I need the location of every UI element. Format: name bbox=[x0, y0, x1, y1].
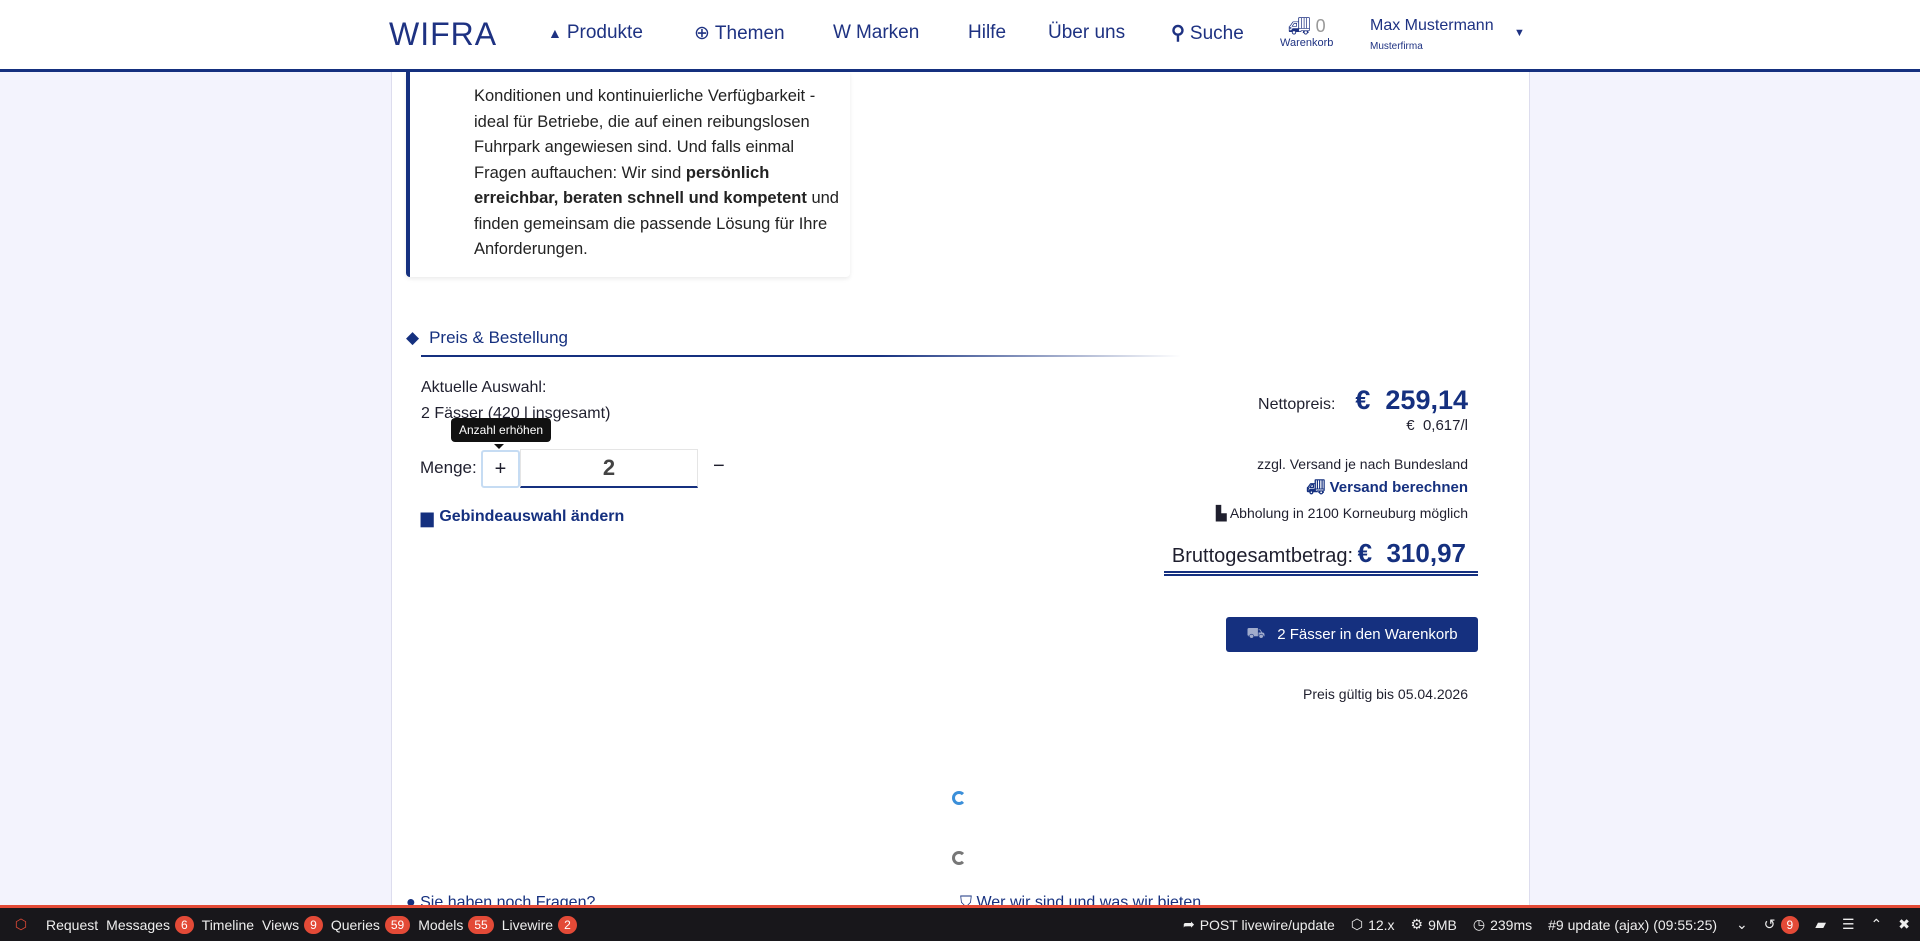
history-icon: ↺ bbox=[1763, 916, 1776, 932]
pickup-note: ▙ Abholung in 2100 Korneuburg möglich bbox=[1215, 505, 1468, 521]
box-icon: ▆ bbox=[421, 510, 434, 527]
boxes-icon: ▲ bbox=[548, 25, 562, 41]
debug-tab-livewire[interactable]: Livewire 2 bbox=[498, 908, 581, 941]
nav-themen[interactable]: ⊕ Themen bbox=[694, 22, 785, 45]
net-price: Nettopreis: € 259,14 bbox=[1258, 385, 1468, 415]
clock-icon: ◷ bbox=[1472, 916, 1486, 932]
calculate-shipping-link[interactable]: 🚚︎ Versand berechnen bbox=[1306, 479, 1468, 496]
chevron-up-icon: ⌃ bbox=[1870, 916, 1883, 932]
close-debugbar-button[interactable]: ✖ bbox=[1894, 908, 1914, 941]
tooltip-arrow bbox=[494, 444, 504, 454]
maximize-button[interactable]: ⌃ bbox=[1867, 908, 1887, 941]
quantity-input[interactable]: 2 bbox=[520, 449, 698, 488]
search-icon: ⚲ bbox=[1171, 23, 1185, 44]
selection-label: Aktuelle Auswahl: bbox=[421, 379, 547, 396]
truck-icon: 🚚︎ bbox=[1287, 16, 1311, 36]
cogs-icon: ⚙ bbox=[1410, 916, 1424, 932]
gross-total: Bruttogesamtbetrag: € 310,97 bbox=[1164, 538, 1478, 576]
settings-button[interactable]: ☰ bbox=[1838, 908, 1859, 941]
debug-tab-request[interactable]: Request bbox=[46, 916, 99, 933]
divider bbox=[421, 355, 1181, 357]
laravel-logo-icon[interactable]: ⬡ bbox=[14, 916, 28, 932]
history-button[interactable]: ↺ 9 bbox=[1760, 908, 1803, 941]
price-valid: Preis gültig bis 05.04.2026 bbox=[1303, 686, 1468, 702]
chevron-down-icon: ⌄ bbox=[1736, 916, 1748, 932]
user-menu[interactable]: Max Mustermann Musterfirma ▼ bbox=[1370, 17, 1525, 52]
change-container-link[interactable]: ▆ Gebindeauswahl ändern bbox=[421, 508, 625, 527]
nav-suche[interactable]: ⚲ Suche bbox=[1171, 22, 1244, 45]
debug-tab-messages[interactable]: Messages 6 bbox=[102, 908, 198, 941]
loading-spinner bbox=[952, 851, 966, 865]
loading-spinner bbox=[952, 791, 966, 805]
nav-produkte[interactable]: ▲ Produkte bbox=[548, 22, 643, 43]
debug-bar: ⬡ Request Messages 6 Timeline Views 9 Quer… bbox=[0, 905, 1920, 941]
info-box: Konditionen und kontinuierliche Verfügba… bbox=[406, 72, 850, 277]
debug-tab-models[interactable]: Models 55 bbox=[414, 908, 498, 941]
nav-marken[interactable]: W Marken bbox=[833, 22, 920, 43]
time-info: ◷ 239ms bbox=[1472, 916, 1533, 933]
selection-value: 2 Fässer (420 l insgesamt) bbox=[421, 405, 611, 422]
request-info: ➦ POST livewire/update bbox=[1182, 916, 1335, 933]
debug-tab-queries[interactable]: Queries 59 bbox=[327, 908, 414, 941]
globe-icon: ⊕ bbox=[694, 23, 710, 44]
increase-button[interactable]: + bbox=[481, 450, 520, 488]
add-to-cart-button[interactable]: ⛟ 2 Fässer in den Warenkorb bbox=[1226, 617, 1478, 652]
nav-ueber-uns[interactable]: Über uns bbox=[1048, 22, 1126, 43]
memory-info: ⚙ 9MB bbox=[1410, 916, 1457, 933]
logo[interactable]: WIFRA bbox=[389, 16, 498, 52]
w-icon: W bbox=[833, 22, 851, 43]
nav-hilfe[interactable]: Hilfe bbox=[968, 22, 1007, 43]
tooltip: Anzahl erhöhen bbox=[451, 418, 552, 442]
qty-label: Menge: bbox=[420, 458, 477, 477]
close-icon: ✖ bbox=[1898, 916, 1910, 932]
sliders-icon: ☰ bbox=[1841, 916, 1855, 932]
open-folder-button[interactable]: ▰ bbox=[1811, 908, 1830, 941]
share-icon: ➦ bbox=[1182, 916, 1195, 932]
caret-down-icon: ▼ bbox=[1514, 27, 1525, 39]
tag-icon: ◆ bbox=[406, 328, 420, 347]
truck-icon: 🚚︎ bbox=[1306, 479, 1326, 496]
site-header: WIFRA ▲ Produkte ⊕ Themen W Marken Hilfe Üb… bbox=[0, 0, 1920, 72]
decrease-button[interactable]: − bbox=[713, 455, 725, 477]
folder-icon: ▰ bbox=[1815, 916, 1826, 932]
debug-tab-timeline[interactable]: Timeline bbox=[201, 916, 255, 933]
price-per-liter: € 0,617/l bbox=[1406, 417, 1468, 434]
laravel-icon: ⬡ bbox=[1350, 916, 1364, 932]
cart-link[interactable]: 🚚︎ 0 Warenkorb bbox=[1280, 16, 1334, 49]
debug-tab-views[interactable]: Views 9 bbox=[258, 908, 327, 941]
question-icon: ● bbox=[406, 894, 416, 911]
shipping-note: zzgl. Versand je nach Bundesland bbox=[1257, 456, 1468, 472]
warehouse-icon: ▙ bbox=[1215, 505, 1227, 521]
request-select[interactable]: #9 update (ajax) (09:55:25) ⌄ bbox=[1548, 916, 1748, 933]
section-title: ◆ Preis & Bestellung bbox=[406, 328, 568, 347]
version-info: ⬡ 12.x bbox=[1350, 916, 1395, 933]
truck-icon: ⛟ bbox=[1246, 625, 1266, 642]
